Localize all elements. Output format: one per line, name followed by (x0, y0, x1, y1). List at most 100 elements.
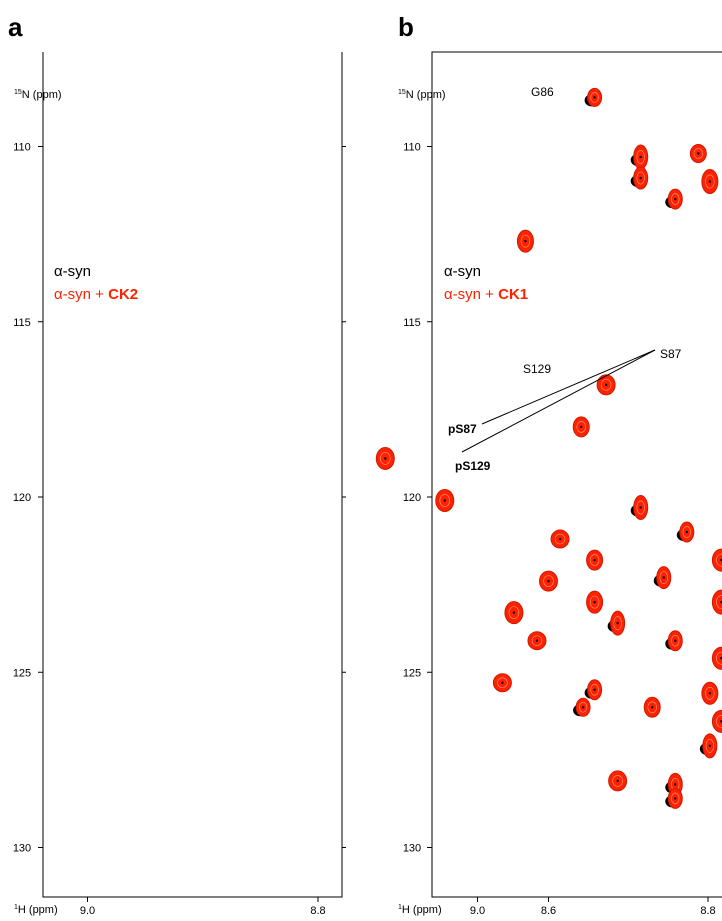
y-tick-label: 130 (403, 843, 421, 855)
peak-contour-inner (636, 500, 645, 515)
peak-center (580, 425, 583, 429)
ticks-a: 9.08.88.68.48.28.0110115120125130 (13, 142, 556, 918)
peak-contour-inner (671, 792, 680, 805)
peak-contour-inner (612, 775, 623, 787)
annotation-S87: S87 (660, 347, 682, 361)
y-tick-label: 115 (13, 317, 31, 329)
peak-contour-inner (636, 171, 645, 185)
panel-letter-b: b (398, 12, 414, 42)
peaks-a (435, 87, 722, 809)
peak-contour-inner (554, 533, 566, 545)
peak-center (708, 180, 712, 183)
y-tick-label: 115 (403, 317, 421, 329)
peak-center (593, 688, 596, 691)
y-tick-label: 120 (13, 492, 31, 504)
annotation-G86: G86 (531, 85, 554, 99)
peak-center (501, 681, 504, 684)
peak-contour-inner (716, 595, 722, 610)
legend-b-label-2: α-syn + CK1 (444, 286, 528, 303)
peak-center (524, 239, 527, 243)
legend-b-label-1: α-syn (444, 263, 481, 280)
peak-contour-inner (589, 554, 600, 566)
panel-b: b 15N (ppm) 1H (ppm) 9.08.88.68.48.28.01… (375, 12, 722, 918)
peak-contour-inner (705, 738, 714, 753)
x-tick-label: 8.8 (310, 905, 325, 917)
peak-contour-inner (439, 494, 451, 507)
legend-b: α-syn α-syn + CK1 (444, 263, 528, 303)
peak-contour-inner (590, 683, 599, 696)
ticks-b: 9.08.88.68.48.28.0110115120125130 (403, 142, 716, 918)
peak-contour-inner (590, 92, 599, 103)
peak-center (593, 558, 596, 562)
peak-center (639, 176, 642, 180)
peak-contour-inner (716, 651, 722, 665)
x-tick-label: 8.6 (541, 905, 556, 917)
peak-center (593, 96, 596, 99)
peak-contour-inner (716, 714, 722, 728)
x-tick-label: 8.8 (700, 905, 715, 917)
peak-contour-inner (705, 174, 715, 189)
y-tick-label: 110 (13, 142, 31, 154)
peak-center (535, 639, 539, 642)
x-axis-label-b: 1H (ppm) (398, 904, 442, 916)
peak-contour-inner (576, 421, 586, 433)
peak-center (674, 639, 677, 642)
x-axis-label-a: 1H (ppm) (14, 904, 58, 916)
y-axis-label-a-text: N (ppm) (22, 89, 62, 101)
peak-contour-inner (578, 702, 588, 713)
peak-contour-inner (693, 148, 704, 159)
x-tick-label: 9.0 (470, 905, 485, 917)
peak-center (593, 600, 596, 604)
y-tick-label: 110 (403, 142, 421, 154)
peak-contour-inner (497, 677, 508, 689)
panel-a: a 15N (ppm) 1H (ppm) 9.08.88.68.48.28.01… (8, 12, 722, 917)
peak-center (708, 744, 712, 748)
peaks-b (375, 416, 590, 470)
peak-contour-inner (671, 193, 680, 205)
peak-contour-inner (613, 616, 622, 631)
x-tick-label: 9.0 (80, 905, 95, 917)
peak-center (616, 779, 619, 783)
legend-a-label-1: α-syn (54, 263, 91, 280)
legend-a-label-2: α-syn + CK2 (54, 286, 138, 303)
peak-center (708, 692, 712, 695)
peak-center (674, 197, 677, 201)
peak-contour-inner (600, 379, 612, 391)
peak-center (604, 383, 608, 387)
peak-center (616, 621, 619, 625)
annotation-pS129: pS129 (455, 459, 491, 473)
peak-center (674, 783, 677, 786)
y-axis-label-b: 15N (ppm) (398, 89, 446, 101)
peak-center (384, 457, 387, 460)
peak-center (697, 152, 700, 155)
y-tick-label: 125 (13, 667, 31, 679)
peak-contour-inner (716, 553, 722, 567)
panel-letter-a: a (8, 12, 23, 42)
peak-contour-inner (647, 701, 657, 714)
peak-contour-inner (508, 606, 520, 620)
peak-contour-inner (380, 452, 391, 465)
peak-contour-inner (531, 635, 543, 646)
peak-center (443, 499, 446, 502)
y-tick-label: 120 (403, 492, 421, 504)
legend-a: α-syn α-syn + CK2 (54, 263, 138, 303)
peak-center (651, 706, 654, 709)
annotation-pS87: pS87 (448, 422, 477, 436)
peak-contour-inner (659, 571, 668, 584)
peak-contour-inner (671, 634, 680, 647)
panel-b-frame (431, 51, 722, 898)
peak-center (685, 530, 688, 534)
peak-center (547, 579, 550, 583)
peak-contour-inner (636, 150, 645, 164)
peak-center (639, 155, 642, 159)
peak-contour-inner (705, 686, 715, 700)
y-tick-label: 130 (13, 843, 31, 855)
peak-contour-inner (589, 595, 600, 609)
y-tick-label: 125 (403, 667, 421, 679)
peak-contour-inner (520, 234, 531, 248)
peak-center (558, 537, 562, 541)
peak-center (581, 706, 585, 709)
peak-contour-inner (543, 575, 554, 587)
peak-center (674, 797, 677, 800)
